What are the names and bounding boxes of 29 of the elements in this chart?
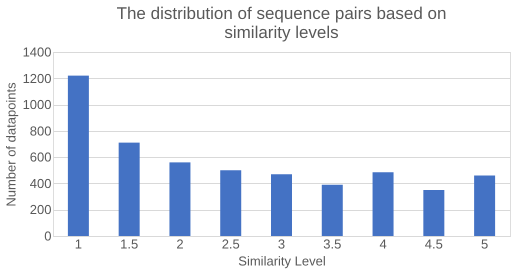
y-tick-label: 0 — [44, 228, 52, 244]
bar — [322, 184, 343, 236]
bar — [372, 172, 394, 236]
x-tick-label: 3 — [278, 236, 286, 252]
y-axis-title: Number of datapoints — [4, 82, 19, 207]
bar — [118, 142, 140, 236]
y-tick-label: 400 — [30, 176, 52, 191]
bar — [220, 170, 242, 236]
x-tick-label: 3.5 — [323, 236, 342, 252]
bar — [423, 190, 444, 236]
y-tick-label: 1000 — [22, 97, 52, 112]
bar — [169, 162, 190, 236]
chart-title: The distribution of sequence pairs based on similarity levels — [116, 4, 446, 42]
bar — [271, 174, 292, 236]
bar — [68, 76, 89, 236]
x-tick-label: 1.5 — [120, 236, 138, 252]
x-tick-label: 2.5 — [222, 236, 240, 252]
x-tick-label: 1 — [74, 236, 82, 252]
y-tick-label: 1400 — [22, 44, 52, 60]
x-tick-label: 4 — [379, 236, 387, 252]
x-tick-label: 5 — [480, 236, 488, 252]
x-tick-label: 2 — [176, 236, 184, 252]
y-tick-label: 1200 — [22, 70, 52, 86]
x-axis-title: Similarity Level — [238, 254, 326, 268]
y-tick-label: 200 — [30, 202, 52, 218]
y-tick-label: 800 — [30, 123, 52, 138]
x-tick-label: 4.5 — [424, 236, 443, 252]
y-tick-label: 600 — [30, 150, 52, 165]
bar — [474, 176, 496, 236]
